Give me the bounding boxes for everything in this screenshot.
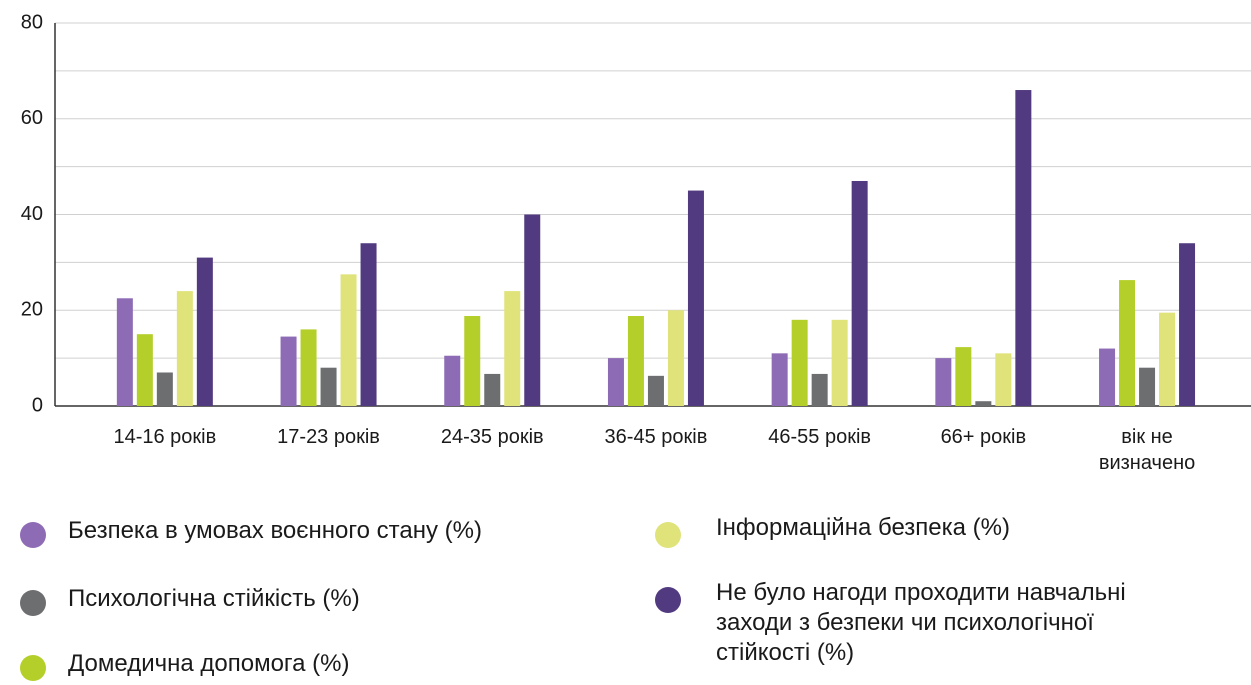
bar (687, 190, 704, 406)
bar (995, 353, 1012, 406)
bar (504, 291, 521, 406)
y-tick-label: 80 (21, 11, 43, 33)
bar (791, 319, 808, 406)
y-tick-label: 20 (21, 299, 43, 321)
x-tick-label: 36-45 років (604, 426, 708, 448)
bar (136, 334, 153, 406)
legend-label: Домедична допомога (%) (68, 650, 350, 677)
bar (340, 274, 357, 406)
x-tick-label: 46-55 років (768, 426, 872, 448)
bar (935, 358, 952, 406)
legend-swatch (655, 587, 681, 613)
legend-swatch (20, 522, 46, 548)
bar (607, 358, 624, 406)
bar (156, 372, 173, 406)
bar (1119, 280, 1136, 406)
bar (524, 214, 541, 406)
bar (320, 367, 337, 406)
y-tick-label: 40 (21, 203, 43, 225)
x-tick-label: 66+ років (940, 426, 1027, 448)
bar (280, 336, 297, 406)
bar (1159, 312, 1176, 406)
bar (1139, 367, 1156, 406)
bar (196, 257, 213, 406)
bar (1179, 243, 1196, 406)
bar (627, 315, 644, 406)
legend-label: Безпека в умовах воєнного стану (%) (68, 517, 482, 544)
bar (955, 347, 972, 406)
x-tick-label: 17-23 років (277, 426, 380, 448)
legend-swatch (655, 522, 681, 548)
bar (176, 291, 193, 406)
y-tick-label: 60 (21, 107, 43, 129)
bar (771, 353, 788, 406)
bar (360, 243, 377, 406)
bar (851, 180, 868, 406)
bar (667, 310, 684, 406)
legend-label: Не було нагоди проходити навчальні заход… (716, 579, 1126, 666)
bar (300, 329, 317, 406)
bar (444, 355, 461, 406)
legend-label: Психологічна стійкість (%) (68, 585, 360, 612)
bar (831, 319, 848, 406)
x-tick-label: 14-16 років (113, 426, 217, 448)
bar (1015, 90, 1032, 407)
bar (811, 373, 828, 406)
bar (1099, 348, 1116, 406)
legend-swatch (20, 655, 46, 681)
y-tick-label: 0 (32, 394, 43, 416)
bar (464, 315, 481, 406)
legend-swatch (20, 590, 46, 616)
x-tick-label: вік не визначено (1098, 426, 1196, 474)
bar (647, 375, 664, 406)
x-tick-label: 24-35 років (440, 426, 544, 448)
bar (484, 373, 501, 406)
bar (116, 298, 133, 406)
legend-label: Інформаційна безпека (%) (716, 514, 1010, 541)
bar (975, 401, 992, 406)
